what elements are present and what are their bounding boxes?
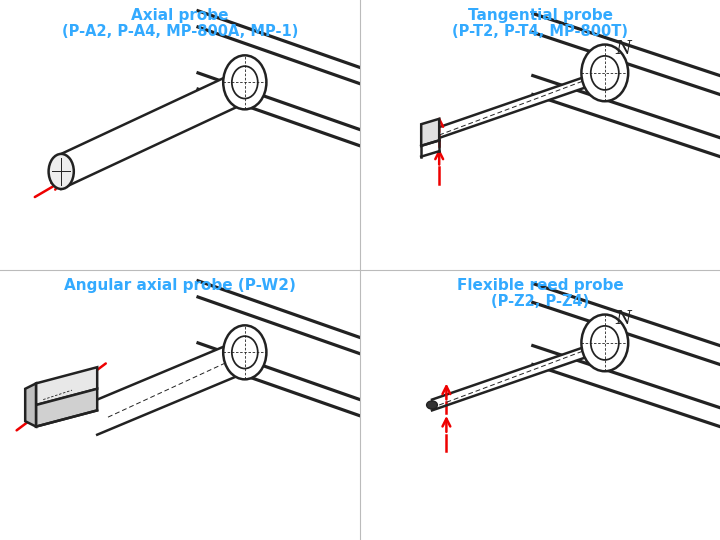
Text: N: N bbox=[615, 309, 631, 328]
Ellipse shape bbox=[232, 66, 258, 98]
Text: Flexible reed probe: Flexible reed probe bbox=[456, 278, 624, 293]
Text: (P-Z2, P-Z4): (P-Z2, P-Z4) bbox=[491, 294, 589, 309]
Ellipse shape bbox=[223, 325, 266, 379]
Ellipse shape bbox=[232, 336, 258, 368]
Ellipse shape bbox=[582, 44, 628, 102]
Polygon shape bbox=[432, 68, 612, 140]
Text: (P-A2, P-A4, MP-800A, MP-1): (P-A2, P-A4, MP-800A, MP-1) bbox=[62, 24, 298, 39]
Polygon shape bbox=[97, 335, 252, 435]
Ellipse shape bbox=[49, 154, 73, 189]
Ellipse shape bbox=[590, 326, 618, 360]
Polygon shape bbox=[61, 65, 252, 189]
Polygon shape bbox=[36, 389, 97, 427]
Text: (P-T2, P-T4, MP-800T): (P-T2, P-T4, MP-800T) bbox=[452, 24, 628, 39]
Text: Tangential probe: Tangential probe bbox=[467, 8, 613, 23]
Polygon shape bbox=[25, 383, 36, 427]
Polygon shape bbox=[421, 119, 439, 146]
Text: Axial probe: Axial probe bbox=[131, 8, 229, 23]
Text: N: N bbox=[615, 39, 631, 58]
Text: Angular axial probe (P-W2): Angular axial probe (P-W2) bbox=[64, 278, 296, 293]
Polygon shape bbox=[36, 367, 97, 405]
Ellipse shape bbox=[590, 56, 618, 90]
Polygon shape bbox=[432, 338, 612, 410]
Circle shape bbox=[426, 401, 438, 409]
Ellipse shape bbox=[582, 314, 628, 372]
Ellipse shape bbox=[223, 56, 266, 109]
